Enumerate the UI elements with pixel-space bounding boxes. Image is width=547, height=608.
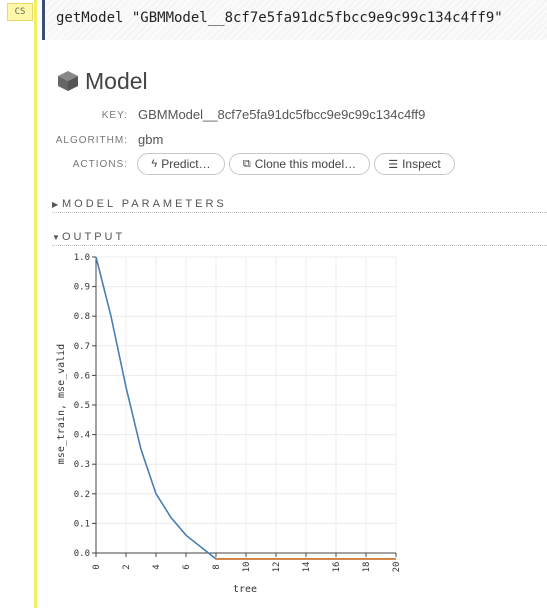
series-line-0 bbox=[95, 256, 396, 560]
y-tick-label: 0.9 bbox=[74, 283, 90, 293]
x-tick-label: 0 bbox=[92, 564, 102, 569]
list-icon: ☰ bbox=[388, 158, 399, 171]
x-tick-label: 12 bbox=[272, 562, 282, 573]
inspect-button[interactable]: ☰ Inspect bbox=[374, 153, 455, 175]
caret-down-icon: ▼ bbox=[52, 233, 60, 242]
y-tick-label: 0.3 bbox=[74, 460, 90, 470]
caret-right-icon: ▶ bbox=[52, 200, 59, 209]
cell-selection-bar bbox=[34, 0, 37, 608]
model-parameters-toggle[interactable]: ▶ MODEL PARAMETERS bbox=[52, 198, 547, 213]
y-axis-label: mse_train, mse_valid bbox=[56, 344, 67, 464]
y-tick-label: 0.1 bbox=[74, 519, 90, 529]
model-header: Model bbox=[57, 68, 148, 94]
cell-type-badge[interactable]: CS bbox=[7, 3, 33, 21]
predict-button[interactable]: ϟ Predict… bbox=[137, 153, 225, 175]
x-tick-label: 8 bbox=[212, 564, 222, 569]
y-tick-label: 0.6 bbox=[74, 371, 90, 381]
cell-gutter bbox=[0, 0, 36, 608]
key-value: GBMModel__8cf7e5fa91dc5fbcc9e9c99c134c4f… bbox=[138, 107, 426, 122]
algorithm-value: gbm bbox=[138, 132, 164, 147]
x-tick-label: 4 bbox=[152, 564, 162, 569]
output-toggle[interactable]: ▼ OUTPUT bbox=[52, 231, 547, 246]
y-tick-label: 1.0 bbox=[74, 253, 90, 263]
key-label: KEY: bbox=[101, 110, 128, 121]
algorithm-label: ALGORITHM: bbox=[55, 135, 128, 146]
y-tick-label: 0.5 bbox=[74, 401, 90, 411]
chart-grid bbox=[95, 256, 397, 554]
chart-series bbox=[95, 256, 396, 560]
clone-button-label: Clone this model… bbox=[254, 157, 357, 171]
page-title: Model bbox=[85, 67, 148, 94]
x-tick-label: 10 bbox=[242, 562, 252, 573]
x-tick-label: 14 bbox=[302, 562, 312, 573]
actions-label: ACTIONS: bbox=[72, 159, 128, 170]
clone-model-button[interactable]: ⧉ Clone this model… bbox=[229, 153, 370, 175]
x-tick-label: 18 bbox=[362, 562, 372, 573]
y-tick-label: 0.0 bbox=[74, 549, 90, 559]
x-axis-label: tree bbox=[233, 584, 257, 595]
cell-code[interactable]: getModel "GBMModel__8cf7e5fa91dc5fbcc9e9… bbox=[56, 10, 503, 26]
y-tick-label: 0.2 bbox=[74, 490, 90, 500]
x-tick-label: 2 bbox=[122, 564, 132, 569]
y-tick-label: 0.4 bbox=[74, 431, 90, 441]
cube-icon bbox=[58, 71, 78, 91]
cell-input[interactable]: getModel "GBMModel__8cf7e5fa91dc5fbcc9e9… bbox=[42, 0, 547, 40]
x-tick-label: 6 bbox=[182, 564, 192, 569]
chart-axes: 0.0 0.1 0.2 0.3 0.4 0.5 0.6 0.7 0.8 0.9 1.0 0 2 4 6 8 10… bbox=[74, 253, 402, 572]
predict-button-label: Predict… bbox=[161, 157, 211, 171]
model-parameters-heading: MODEL PARAMETERS bbox=[62, 198, 227, 210]
bolt-icon: ϟ bbox=[151, 158, 158, 170]
x-tick-label: 20 bbox=[392, 562, 402, 573]
copy-icon: ⧉ bbox=[242, 157, 251, 170]
y-tick-label: 0.7 bbox=[74, 342, 90, 352]
output-heading: OUTPUT bbox=[62, 231, 126, 243]
x-tick-label: 16 bbox=[332, 562, 342, 573]
y-tick-label: 0.8 bbox=[74, 312, 90, 322]
inspect-button-label: Inspect bbox=[402, 157, 441, 171]
